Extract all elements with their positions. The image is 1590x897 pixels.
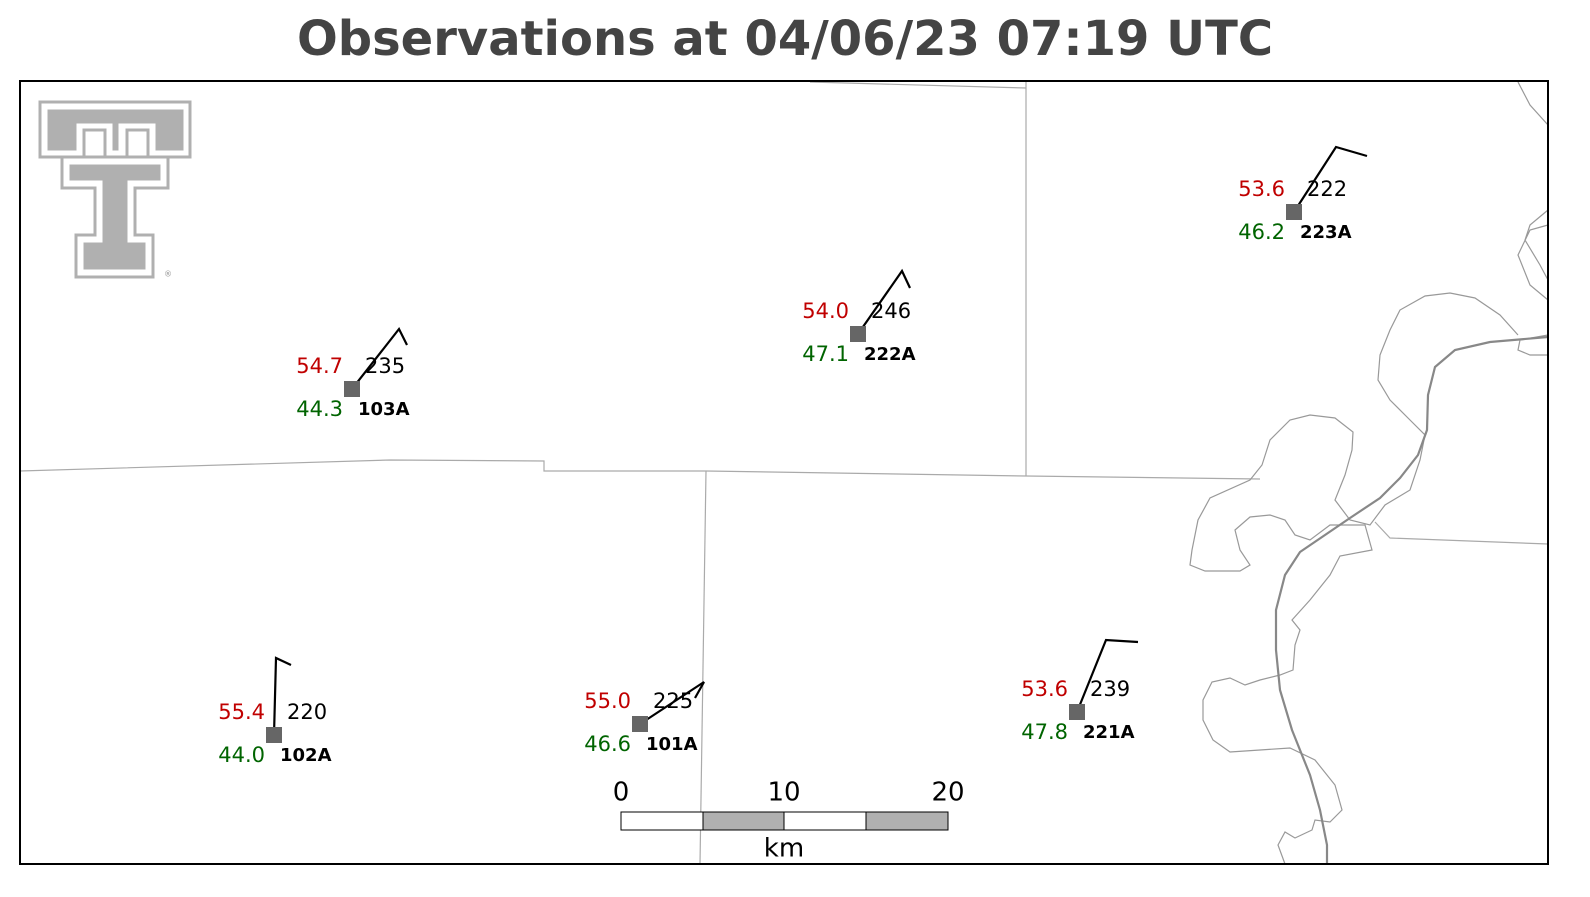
map-frame [19,80,1549,865]
station-value: 220 [287,700,327,724]
station-value: 225 [653,689,693,713]
scale-label: 0 [613,778,630,808]
station-marker [1069,704,1085,720]
title: Observations at 04/06/23 07:19 UTC [297,11,1273,67]
temperature: 55.4 [218,700,265,724]
temperature: 55.0 [584,689,631,713]
station-id: 101A [646,734,698,755]
svg-text:®: ® [164,270,172,279]
temperature: 53.6 [1238,177,1285,201]
dewpoint: 46.6 [584,732,631,756]
station-value: 235 [365,354,405,378]
scale-bar: 0 10 20 km [613,778,965,864]
dewpoint: 46.2 [1238,220,1285,244]
dewpoint: 47.8 [1021,720,1068,744]
station-marker [850,326,866,342]
station-id: 223A [1300,222,1352,243]
station-id: 103A [358,399,410,420]
station-marker [266,727,282,743]
station-marker [1286,204,1302,220]
station-value: 222 [1307,177,1347,201]
temperature: 54.7 [296,354,343,378]
scale-label: 10 [767,778,800,808]
station-id: 102A [280,745,332,766]
dewpoint: 44.0 [218,743,265,767]
station-marker [632,716,648,732]
logo: ® [38,100,192,279]
station-value: 239 [1090,677,1130,701]
scale-unit: km [764,834,804,864]
station-plots: 54.7 44.3 235 103A 54.0 47.1 246 222A 53.6 46.2 22… [218,177,1351,767]
dewpoint: 47.1 [802,342,849,366]
map-background [19,81,1549,865]
station-id: 221A [1083,722,1135,743]
dewpoint: 44.3 [296,397,343,421]
scale-label: 20 [931,778,964,808]
station-marker [344,381,360,397]
temperature: 53.6 [1021,677,1068,701]
station-value: 246 [871,299,911,323]
wind-barbs [272,145,1368,736]
temperature: 54.0 [802,299,849,323]
station-id: 222A [864,344,916,365]
